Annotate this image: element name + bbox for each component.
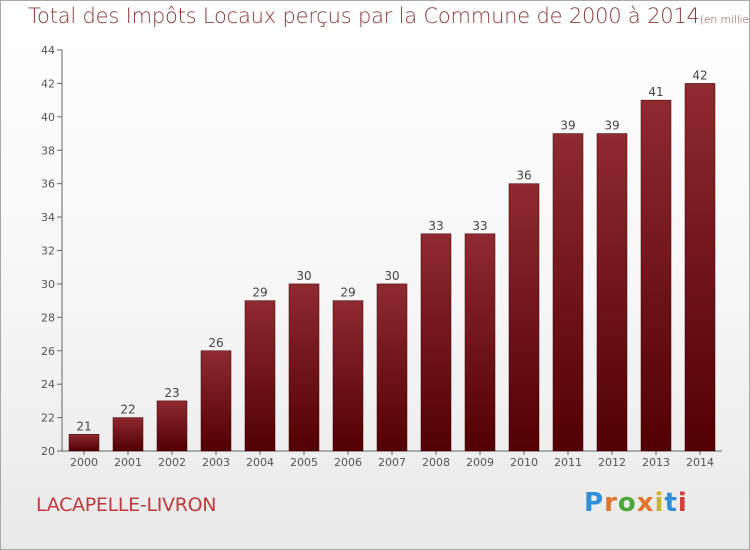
logo-letter: x [636, 488, 655, 518]
data-label: 39 [604, 119, 619, 133]
x-tick-label: 2002 [158, 456, 186, 469]
data-label: 30 [384, 269, 399, 283]
bar [552, 133, 584, 452]
x-tick-label: 2004 [246, 456, 274, 469]
y-tick-label: 38 [41, 144, 55, 157]
x-tick-label: 2013 [642, 456, 670, 469]
bar [68, 434, 100, 452]
logo-letter: P [584, 488, 605, 518]
y-tick-label: 24 [41, 378, 55, 391]
bar [684, 83, 716, 452]
y-tick-label: 22 [41, 412, 55, 425]
x-tick-label: 2010 [510, 456, 538, 469]
bar [200, 350, 232, 452]
data-label: 26 [208, 336, 223, 350]
y-tick-label: 20 [41, 445, 55, 458]
data-label: 33 [428, 219, 443, 233]
commune-name: LACAPELLE-LIVRON [36, 494, 217, 516]
bar [244, 300, 276, 452]
x-tick-label: 2000 [70, 456, 98, 469]
data-label: 23 [164, 386, 179, 400]
bar [464, 233, 496, 452]
x-tick-label: 2014 [686, 456, 714, 469]
value-labels: 21 22 23 26 29 30 29 30 33 33 36 39 39 41 42 [76, 68, 707, 433]
data-label: 30 [296, 269, 311, 283]
y-tick-label: 36 [41, 178, 55, 191]
x-tick-label: 2008 [422, 456, 450, 469]
bar [420, 233, 452, 452]
logo-letter: i [654, 488, 665, 518]
proxiti-logo[interactable]: Proxiti [584, 488, 688, 518]
y-tick-label: 26 [41, 345, 55, 358]
bar [332, 300, 364, 452]
x-tick-label: 2001 [114, 456, 142, 469]
logo-letter: o [617, 488, 637, 518]
x-tick-label: 2003 [202, 456, 230, 469]
bar [596, 133, 628, 452]
data-label: 22 [120, 403, 135, 417]
y-tick-label: 42 [41, 77, 55, 90]
y-tick-label: 30 [41, 278, 55, 291]
logo-letter: t [664, 488, 678, 518]
x-tick-label: 2009 [466, 456, 494, 469]
x-tick-label: 2012 [598, 456, 626, 469]
data-label: 41 [648, 85, 663, 99]
logo-letter: r [604, 488, 618, 518]
bar [376, 283, 408, 452]
y-tick-label: 28 [41, 311, 55, 324]
data-label: 42 [692, 68, 707, 82]
bar [112, 417, 144, 452]
bar [640, 99, 672, 452]
x-tick-label: 2006 [334, 456, 362, 469]
y-tick-label: 40 [41, 111, 55, 124]
bar [156, 400, 188, 452]
bar [508, 183, 540, 452]
data-label: 33 [472, 219, 487, 233]
data-label: 39 [560, 119, 575, 133]
x-tick-label: 2005 [290, 456, 318, 469]
x-tick-label: 2007 [378, 456, 406, 469]
data-label: 29 [252, 286, 267, 300]
chart-title: Total des Impôts Locaux perçus par la Co… [28, 4, 750, 28]
data-label: 36 [516, 169, 531, 183]
bar [288, 283, 320, 452]
y-tick-label: 34 [41, 211, 55, 224]
chart-title-text: Total des Impôts Locaux perçus par la Co… [28, 4, 700, 28]
data-label: 29 [340, 286, 355, 300]
logo-letter: i [677, 488, 688, 518]
chart-title-unit: (en milliers d'€) [699, 13, 750, 26]
y-tick-label: 44 [41, 44, 55, 57]
bars [68, 83, 716, 452]
y-tick-label: 32 [41, 245, 55, 258]
x-tick-label: 2011 [554, 456, 582, 469]
data-label: 21 [76, 419, 91, 433]
